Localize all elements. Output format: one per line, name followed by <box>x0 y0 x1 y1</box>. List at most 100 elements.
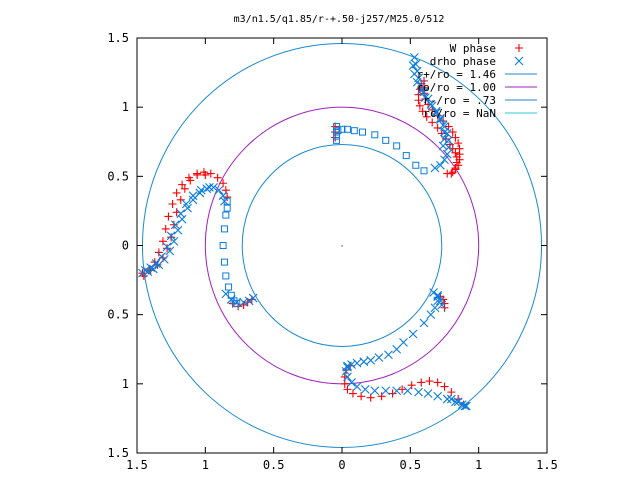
legend-label: drho phase <box>430 55 496 68</box>
data-point <box>205 183 214 192</box>
data-point <box>350 127 358 135</box>
x-tick-label: 1.5 <box>536 458 558 472</box>
data-point <box>399 337 408 347</box>
data-point <box>454 139 463 148</box>
x-tick-label: 1.5 <box>126 458 148 472</box>
data-point <box>431 106 441 116</box>
data-point <box>333 123 341 131</box>
data-point <box>407 381 416 390</box>
data-point <box>438 120 448 130</box>
legend-label: rc/ro = NaN <box>423 107 496 120</box>
data-point <box>443 169 452 178</box>
data-point <box>451 165 460 174</box>
data-point <box>162 242 172 252</box>
data-point <box>340 379 349 388</box>
data-point <box>382 136 390 144</box>
data-point <box>357 392 366 401</box>
data-point <box>393 142 401 150</box>
data-point <box>219 242 227 249</box>
data-point <box>412 77 422 87</box>
data-point <box>446 394 456 404</box>
data-point <box>371 131 379 139</box>
data-point <box>239 297 248 307</box>
data-point <box>441 134 450 143</box>
data-point <box>451 148 460 157</box>
y-tick-label: 1.5 <box>107 31 129 45</box>
x-tick-label: 0 <box>338 458 345 472</box>
x-tick-label: 0.5 <box>263 458 285 472</box>
data-point <box>423 389 433 398</box>
series-0 <box>138 76 468 409</box>
data-point <box>419 87 429 97</box>
data-point <box>359 357 369 367</box>
y-tick-label: 0 <box>122 239 129 253</box>
data-point <box>438 141 448 151</box>
data-point <box>167 233 176 242</box>
data-point <box>176 209 186 219</box>
data-point <box>193 169 202 178</box>
data-point <box>398 385 407 394</box>
data-point <box>451 133 460 142</box>
data-point <box>213 173 222 182</box>
data-point <box>416 86 426 95</box>
data-point <box>370 386 380 396</box>
data-point <box>244 296 254 306</box>
data-point <box>206 169 215 178</box>
data-point <box>392 344 402 354</box>
data-point <box>196 185 206 195</box>
data-point <box>343 385 352 394</box>
data-point <box>440 127 449 137</box>
data-point <box>440 155 449 165</box>
data-point <box>165 246 175 256</box>
data-point <box>444 122 453 131</box>
series-layer: · <box>138 52 471 411</box>
data-point <box>436 160 445 170</box>
data-point <box>181 199 191 209</box>
series-2 <box>219 123 428 308</box>
data-point <box>233 300 241 308</box>
data-point <box>403 386 412 396</box>
data-point <box>172 188 181 197</box>
data-point <box>440 382 449 391</box>
data-point <box>410 52 419 62</box>
x-tick-label: 0.5 <box>399 458 421 472</box>
data-point <box>151 259 161 268</box>
data-point <box>392 386 402 396</box>
data-point <box>157 252 166 261</box>
data-point <box>422 112 431 121</box>
data-point <box>442 394 452 404</box>
data-point <box>417 378 426 387</box>
data-point <box>169 220 178 229</box>
legend-label: r-/ro = .73 <box>423 94 496 107</box>
data-point <box>436 115 445 125</box>
data-point <box>366 355 376 365</box>
data-point <box>214 185 224 195</box>
data-point <box>169 236 179 246</box>
data-point <box>420 93 430 102</box>
data-point <box>402 152 410 160</box>
data-point <box>447 388 456 397</box>
data-point <box>453 397 463 407</box>
data-point <box>202 184 212 194</box>
data-point <box>222 272 230 280</box>
chart-title: m3/n1.5/q1.85/r-+.50-j257/M25.0/512 <box>234 14 445 25</box>
y-tick-label: 0.5 <box>107 169 129 183</box>
data-point <box>426 100 436 109</box>
data-point <box>414 387 423 397</box>
data-point <box>433 290 443 300</box>
data-point <box>176 195 185 204</box>
data-point <box>222 211 230 219</box>
data-point <box>352 358 362 368</box>
data-point <box>377 392 386 401</box>
data-point <box>343 125 351 133</box>
data-point <box>425 377 434 386</box>
data-point <box>455 155 464 164</box>
data-point <box>149 264 158 274</box>
data-point <box>433 292 443 302</box>
data-point <box>158 237 167 246</box>
data-point <box>460 401 470 411</box>
y-tick-label: 1.5 <box>107 446 129 460</box>
data-point <box>161 224 170 233</box>
data-point <box>352 382 362 391</box>
